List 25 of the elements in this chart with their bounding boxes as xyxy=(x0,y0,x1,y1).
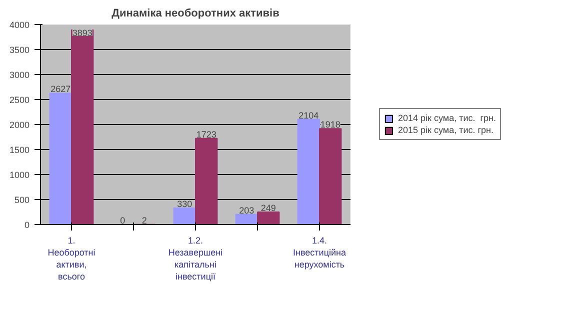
data-label: 2 xyxy=(142,215,147,226)
y-tick-label: 500 xyxy=(14,195,30,205)
data-label: 1723 xyxy=(196,129,216,140)
y-tick-label: 1000 xyxy=(9,170,30,180)
y-tick-label: 4000 xyxy=(9,20,30,30)
data-label: 203 xyxy=(239,205,254,216)
data-label: 2104 xyxy=(298,110,319,120)
y-tick-label: 3000 xyxy=(9,70,30,80)
x-tick-label: 1.4. Інвестиційна нерухомість xyxy=(293,236,346,270)
y-tick-label: 1500 xyxy=(9,145,30,155)
x-tick-label: 1.2. Незавершені капітальні інвестиції xyxy=(168,236,223,282)
data-label: 1918 xyxy=(320,120,340,130)
data-label: 3893 xyxy=(72,28,92,38)
legend-label: 2015 рік сума, тис. грн. xyxy=(398,125,494,135)
data-label: 330 xyxy=(177,199,192,209)
data-label: 0 xyxy=(120,216,126,226)
legend-label: 2014 рік сума, тис. грн. xyxy=(398,113,496,123)
y-tick-label: 2500 xyxy=(9,95,30,105)
y-tick-label: 0 xyxy=(24,220,30,230)
y-tick-label: 2000 xyxy=(9,120,30,130)
chart-title: Динаміка необоротних активів xyxy=(112,8,280,20)
data-label: 2627 xyxy=(50,84,71,94)
y-tick-label: 3500 xyxy=(9,45,30,55)
x-tick-label: 1. Необоротні активи, всього xyxy=(48,236,96,282)
data-label: 249 xyxy=(260,203,276,214)
